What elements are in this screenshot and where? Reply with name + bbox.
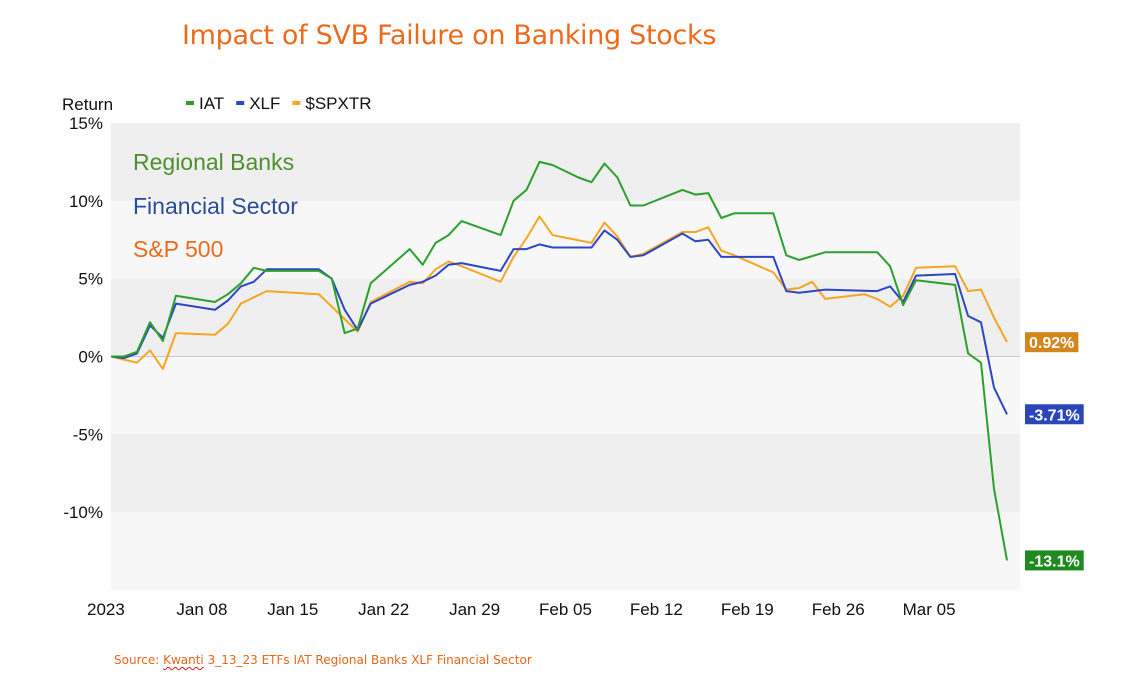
legend-swatch [292,101,301,105]
source-rest: 3_13_23 ETFs IAT Regional Banks XLF Fina… [203,653,532,667]
series-line-iat [111,160,1008,561]
legend-label: IAT [199,94,224,113]
y-tick-label: 15% [69,114,103,133]
end-label-text: 0.92% [1029,335,1074,352]
x-tick-label: Feb 05 [539,600,592,619]
source-link[interactable]: Kwanti [163,653,204,667]
legend: IAT XLF $SPXTR [186,94,372,113]
x-tick-label: Jan 22 [358,600,409,619]
series-line-spxtr [110,215,1008,370]
x-axis: 2023 Jan 08 Jan 15 Jan 22 Jan 29 Feb 05 Feb 12… [87,600,956,619]
annotation-label: Regional Banks [133,149,294,175]
end-label-text: -13.1% [1029,553,1080,570]
annotations: Regional Banks Financial Sector S&P 500 [133,149,298,262]
y-tick-label: 0% [78,348,103,367]
x-tick-label: Jan 29 [449,600,500,619]
plot-band [111,200,1020,279]
x-tick-label: Feb 19 [721,600,774,619]
x-tick-label: Feb 26 [812,600,865,619]
end-label-box [1025,404,1084,425]
x-tick-label: Jan 08 [176,600,227,619]
legend-swatch [186,101,194,105]
plot-band [111,434,1020,513]
annotation-label: S&P 500 [133,236,223,262]
source-prefix: Source: [114,653,164,667]
y-tick-label: 5% [78,270,103,289]
end-label-box [1025,332,1079,353]
end-label-iat: -13.1% [1025,550,1084,571]
end-label-box [1025,550,1084,571]
series-lines [110,160,1008,561]
x-tick-label: Jan 15 [267,600,318,619]
y-axis-label: Return [62,95,113,114]
legend-swatch [236,101,245,105]
x-tick-label: Feb 12 [630,600,683,619]
legend-label: $SPXTR [305,94,371,113]
chart-title: Impact of SVB Failure on Banking Stocks [182,20,717,51]
y-axis: 15% 10% 5% 0% -5% -10% Return [62,95,113,522]
y-tick-label: -5% [73,425,103,444]
plot-band [111,278,1020,357]
end-label-spxtr: 0.92% [1025,332,1079,353]
x-tick-label: 2023 [87,600,125,619]
x-tick-label: Mar 05 [903,600,956,619]
annotation-label: Financial Sector [133,193,298,219]
plot-band [111,356,1020,435]
end-label-xlf: -3.71% [1025,404,1084,425]
plot-band [111,123,1020,201]
legend-label: XLF [249,94,280,113]
series-line-xlf [110,229,1008,415]
y-tick-label: -10% [63,503,103,522]
source-note: Source: Kwanti 3_13_23 ETFs IAT Regional… [114,653,532,667]
end-labels: -13.1% -3.71% 0.92% [1025,332,1084,571]
end-label-text: -3.71% [1029,407,1080,424]
y-tick-label: 10% [69,192,103,211]
plot-band [111,512,1020,590]
